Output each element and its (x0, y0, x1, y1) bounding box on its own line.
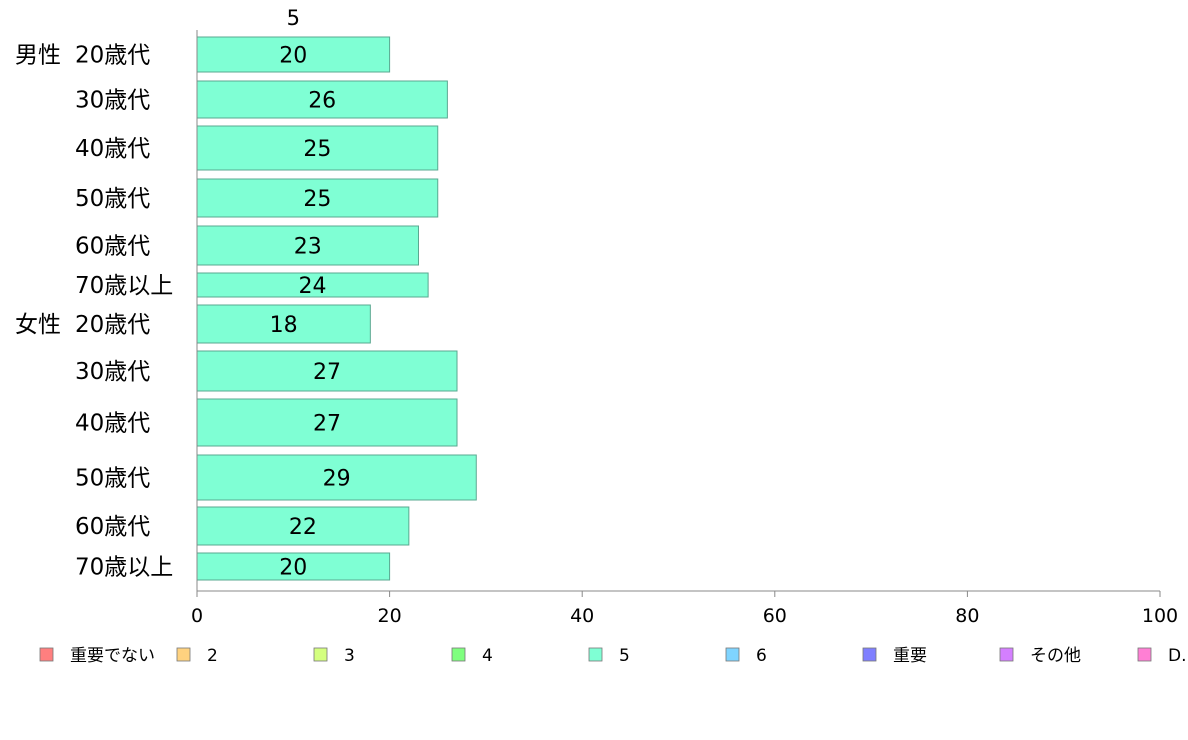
legend-label-2: 3 (344, 646, 355, 666)
data-label-4: 23 (294, 235, 322, 260)
data-label-7: 27 (313, 360, 341, 385)
legend-swatch-6 (862, 647, 877, 662)
category-label-10: 60歳代 (75, 514, 150, 540)
group-label-1: 女性 (15, 312, 61, 338)
legend-label-7: その他 (1030, 646, 1081, 666)
bar-9-series-4 (196, 454, 477, 501)
bar-3-series-4 (196, 178, 439, 218)
category-label-8: 40歳代 (75, 411, 150, 437)
legend: 重要でない 2 3 4 5 6 重要 その他 D.K (39, 646, 1188, 666)
category-label-1: 30歳代 (75, 88, 150, 114)
x-tick-label-0: 0 (191, 605, 203, 627)
category-label-5: 70歳以上 (75, 273, 173, 299)
category-label-2: 40歳代 (75, 136, 150, 162)
data-label-1: 26 (308, 89, 336, 114)
x-tick-label-3: 60 (763, 605, 787, 627)
legend-swatch-2 (313, 647, 328, 662)
legend-label-4: 5 (619, 646, 630, 666)
x-tick-label-4: 80 (955, 605, 979, 627)
category-label-11: 70歳以上 (75, 555, 173, 581)
legend-label-8: D.K (1168, 646, 1188, 666)
legend-label-6: 重要 (893, 646, 927, 666)
data-label-3: 25 (303, 187, 331, 212)
data-label-11: 20 (279, 556, 307, 581)
x-axis: 0 20 40 60 80 100 (191, 30, 1178, 627)
bar-10-series-4 (196, 506, 410, 546)
bar-2-series-4 (196, 125, 439, 171)
legend-swatch-7 (999, 647, 1014, 662)
labels-layer: 5 男性 20歳代 20 30歳代 26 40歳代 25 50歳代 25 60歳代 23 70歳以上 24… (15, 6, 351, 581)
legend-label-1: 2 (207, 646, 218, 666)
data-label-9: 29 (323, 467, 351, 492)
data-label-5: 24 (299, 274, 327, 299)
bar-4-series-4 (196, 225, 419, 266)
x-tick-label-2: 40 (570, 605, 594, 627)
data-label-0: 20 (279, 44, 307, 69)
data-label-8: 27 (313, 412, 341, 437)
legend-label-0: 重要でない (70, 646, 155, 666)
category-label-6: 20歳代 (75, 312, 150, 338)
category-label-3: 50歳代 (75, 186, 150, 212)
category-label-9: 50歳代 (75, 466, 150, 492)
bar-0-series-4 (196, 36, 391, 73)
legend-label-3: 4 (482, 646, 493, 666)
category-label-7: 30歳代 (75, 359, 150, 385)
bars-layer (196, 36, 477, 581)
x-tick-label-1: 20 (378, 605, 402, 627)
category-label-0: 20歳代 (75, 43, 150, 69)
bar-6-series-4 (196, 304, 371, 344)
group-label-0: 男性 (15, 43, 61, 69)
data-label-10: 22 (289, 515, 317, 540)
legend-swatch-1 (176, 647, 191, 662)
bar-11-series-4 (196, 552, 391, 581)
legend-swatch-4 (588, 647, 603, 662)
category-label-4: 60歳代 (75, 234, 150, 260)
column-header: 5 (287, 6, 300, 30)
data-label-6: 18 (270, 313, 298, 338)
legend-swatch-5 (725, 647, 740, 662)
x-tick-label-5: 100 (1142, 605, 1178, 627)
legend-swatch-8 (1137, 647, 1152, 662)
legend-swatch-0 (39, 647, 54, 662)
bar-1-series-4 (196, 80, 448, 119)
legend-swatch-3 (451, 647, 466, 662)
data-label-2: 25 (303, 137, 331, 162)
legend-label-5: 6 (756, 646, 767, 666)
